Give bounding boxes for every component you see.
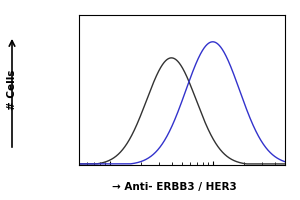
Text: → Anti- ERBB3 / HER3: → Anti- ERBB3 / HER3 (112, 182, 236, 192)
Text: # Cells: # Cells (7, 70, 17, 110)
